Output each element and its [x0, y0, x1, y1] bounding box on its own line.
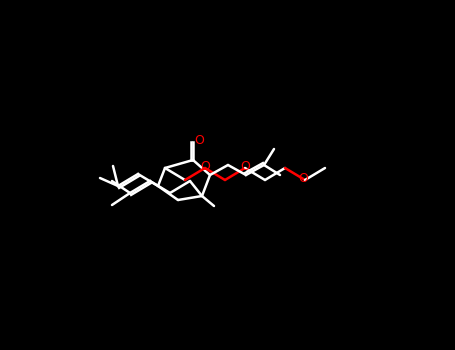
- Text: O: O: [200, 161, 210, 174]
- Text: O: O: [194, 134, 204, 147]
- Text: O: O: [298, 173, 308, 186]
- Text: O: O: [240, 161, 250, 174]
